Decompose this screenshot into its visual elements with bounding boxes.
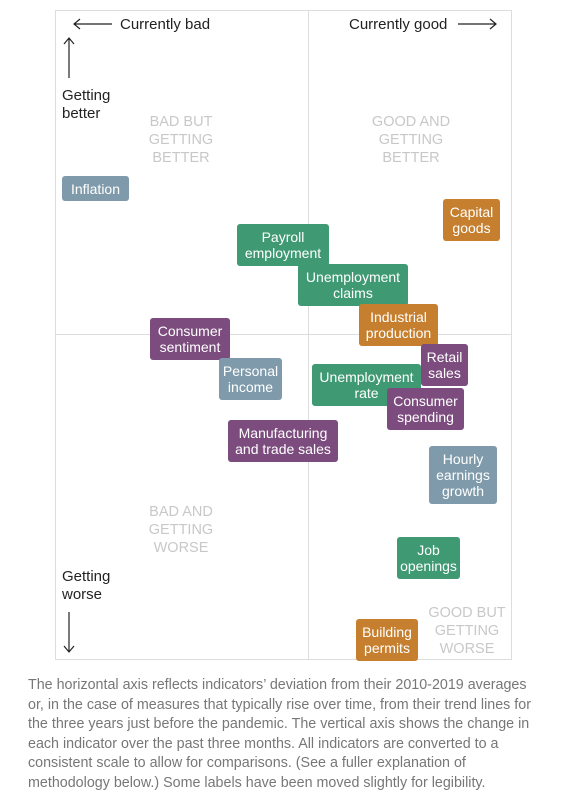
indicator: Building permits: [356, 619, 418, 661]
indicator: Inflation: [62, 176, 129, 201]
indicator: Payroll employment: [237, 224, 329, 266]
plot-frame: [55, 10, 512, 660]
arrows: [63, 18, 497, 653]
divider: [308, 10, 309, 660]
indicator: Personal income: [219, 358, 282, 400]
divider: [55, 334, 512, 335]
axis-label: Currently bad: [120, 16, 211, 33]
indicator: Job openings: [397, 537, 460, 579]
quadrant-label: GOOD AND GETTING BETTER: [371, 114, 451, 166]
quadrant-label: GOOD BUT GETTING WORSE: [428, 605, 506, 657]
indicator: Industrial production: [359, 304, 438, 346]
axis-label: Getting worse: [62, 568, 111, 603]
indicator: Manufacturing and trade sales: [228, 420, 338, 462]
indicator: Consumer sentiment: [150, 318, 230, 360]
indicator: Unemployment claims: [298, 264, 408, 306]
caption: The horizontal axis reflects indicators’…: [28, 677, 531, 791]
indicator: Consumer spending: [387, 388, 464, 430]
indicator: Hourly earnings growth: [429, 446, 497, 504]
axis-label: Getting better: [62, 87, 111, 122]
indicator: Retail sales: [421, 344, 468, 386]
axis-label: Currently good: [349, 16, 448, 33]
quadrant-label: BAD AND GETTING WORSE: [148, 504, 214, 556]
quadrant-label: BAD BUT GETTING BETTER: [148, 114, 214, 166]
indicator: Capital goods: [443, 199, 500, 241]
